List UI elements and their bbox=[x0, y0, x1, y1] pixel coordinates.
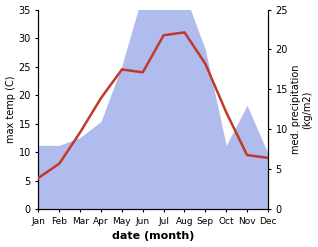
Y-axis label: med. precipitation
(kg/m2): med. precipitation (kg/m2) bbox=[291, 65, 313, 154]
Y-axis label: max temp (C): max temp (C) bbox=[5, 76, 16, 143]
X-axis label: date (month): date (month) bbox=[112, 231, 194, 242]
